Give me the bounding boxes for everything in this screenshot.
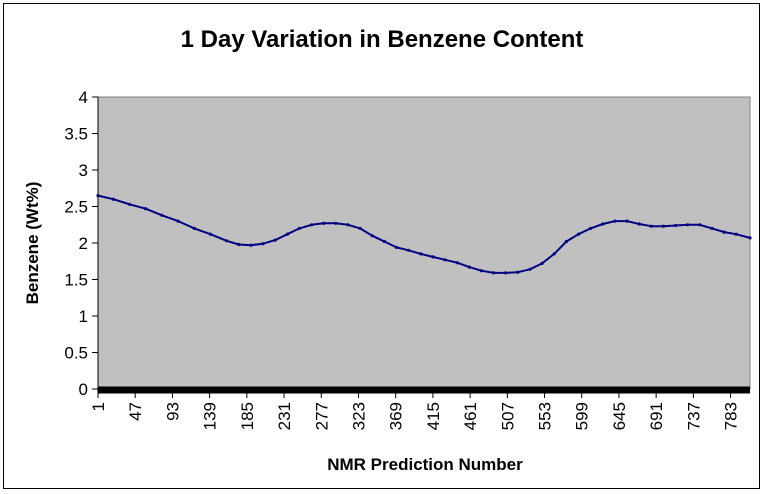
x-ticks: 1 47 93 139 185 231 277 323 369 415 461 507 553 599 64… bbox=[89, 393, 741, 430]
data-point bbox=[528, 267, 532, 271]
x-tick-label: 415 bbox=[424, 402, 443, 430]
data-point bbox=[698, 223, 702, 227]
data-point bbox=[637, 222, 641, 226]
data-point bbox=[237, 242, 241, 247]
data-point bbox=[261, 242, 265, 246]
data-point bbox=[552, 252, 556, 256]
data-point bbox=[455, 261, 459, 265]
data-point bbox=[504, 271, 508, 275]
y-tick-label: 1 bbox=[79, 307, 88, 326]
x-tick-label: 461 bbox=[461, 402, 480, 430]
data-point bbox=[111, 197, 115, 201]
x-tick-label: 553 bbox=[536, 402, 555, 430]
data-point bbox=[176, 219, 180, 223]
x-tick-label: 231 bbox=[275, 402, 294, 430]
data-point bbox=[192, 226, 196, 230]
x-tick-label: 93 bbox=[163, 402, 182, 421]
y-tick-label: 1.5 bbox=[64, 271, 88, 290]
x-tick-label: 599 bbox=[573, 402, 592, 430]
data-point bbox=[686, 223, 690, 227]
data-point bbox=[710, 226, 714, 230]
data-point bbox=[564, 239, 569, 244]
series-layer bbox=[96, 194, 752, 275]
data-point bbox=[661, 224, 666, 228]
data-point bbox=[285, 232, 289, 236]
chart-title: 1 Day Variation in Benzene Content bbox=[181, 26, 584, 53]
x-tick-label: 47 bbox=[126, 402, 145, 421]
data-point bbox=[431, 255, 435, 259]
plot-area bbox=[97, 96, 751, 390]
data-point bbox=[613, 219, 617, 223]
data-point bbox=[734, 232, 738, 236]
x-tick-label: 645 bbox=[610, 402, 629, 430]
data-point bbox=[748, 236, 752, 240]
data-point bbox=[358, 226, 362, 230]
data-point bbox=[479, 269, 483, 273]
data-point bbox=[127, 202, 132, 206]
x-axis-label: NMR Prediction Number bbox=[327, 455, 523, 474]
data-point bbox=[144, 207, 148, 211]
data-point bbox=[601, 222, 605, 226]
data-point bbox=[346, 223, 350, 227]
data-point bbox=[273, 238, 277, 242]
data-point bbox=[419, 252, 423, 256]
x-tick-label: 277 bbox=[312, 402, 331, 430]
y-axis-label: Benzene (Wt%) bbox=[23, 182, 42, 305]
x-tick-label: 323 bbox=[349, 402, 368, 430]
data-point bbox=[297, 226, 301, 230]
y-tick-label: 0.5 bbox=[64, 344, 88, 363]
data-point bbox=[722, 230, 726, 234]
y-tick-label: 4 bbox=[79, 88, 88, 107]
data-point bbox=[225, 239, 229, 243]
data-point bbox=[540, 261, 544, 265]
data-point bbox=[576, 232, 581, 236]
y-tick-label: 2 bbox=[79, 234, 88, 253]
data-point bbox=[674, 223, 678, 228]
y-tick-label: 3.5 bbox=[64, 125, 88, 144]
data-point bbox=[407, 248, 411, 252]
data-point bbox=[249, 243, 253, 247]
data-point bbox=[370, 234, 374, 238]
x-tick-label: 737 bbox=[684, 402, 703, 430]
x-tick-label: 185 bbox=[238, 402, 257, 430]
data-point bbox=[492, 271, 496, 275]
x-tick-label: 369 bbox=[387, 402, 406, 430]
data-point bbox=[310, 223, 314, 227]
data-point bbox=[516, 270, 520, 274]
data-point bbox=[160, 213, 164, 217]
y-tick-label: 2.5 bbox=[64, 198, 88, 217]
data-point bbox=[322, 221, 326, 225]
data-point bbox=[589, 226, 593, 230]
series-line bbox=[97, 194, 751, 274]
x-tick-label: 507 bbox=[498, 402, 517, 430]
x-tick-label: 691 bbox=[647, 402, 666, 430]
data-point bbox=[625, 219, 629, 223]
data-point bbox=[208, 232, 212, 236]
data-point bbox=[334, 221, 338, 225]
data-point bbox=[382, 239, 386, 244]
data-point bbox=[394, 245, 399, 249]
y-tick-label: 3 bbox=[79, 161, 88, 180]
x-tick-label: 783 bbox=[722, 402, 741, 430]
x-tick-label: 139 bbox=[201, 402, 220, 430]
x-tick-label: 1 bbox=[89, 402, 108, 411]
y-tick-label: 0 bbox=[79, 380, 88, 399]
data-point bbox=[467, 265, 471, 269]
data-point bbox=[649, 224, 653, 228]
y-ticks: 0 0.5 1 1.5 2 2.5 3 3.5 4 bbox=[64, 88, 98, 399]
data-point bbox=[443, 258, 447, 262]
